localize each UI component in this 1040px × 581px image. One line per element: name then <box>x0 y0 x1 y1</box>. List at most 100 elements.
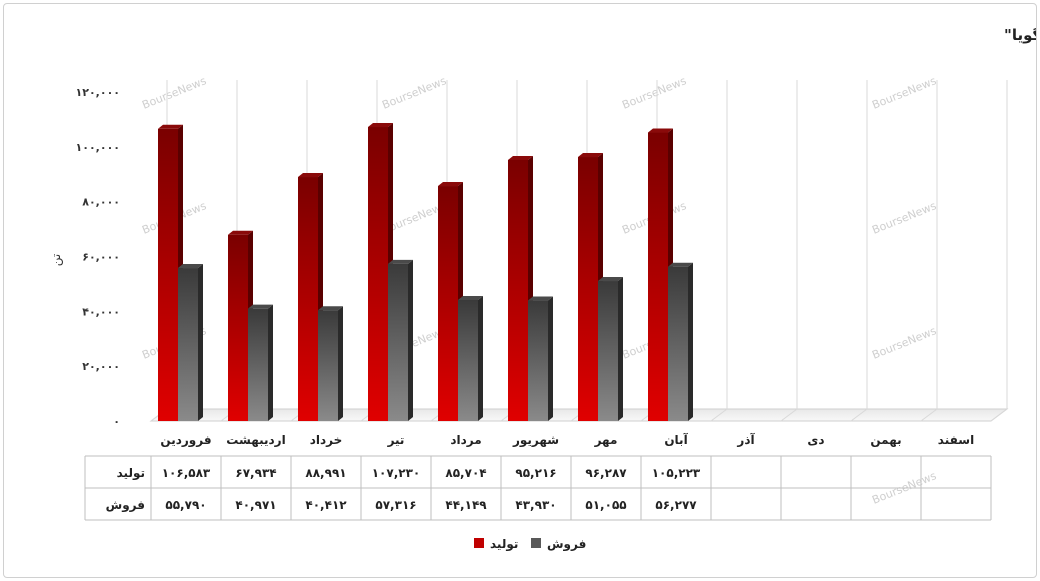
bar-sales-side <box>478 295 483 421</box>
chart-bars <box>158 123 693 422</box>
y-tick-label: ۶۰,۰۰۰ <box>82 251 120 264</box>
bar-production-top <box>438 182 463 187</box>
y-tick-label: ۱۲۰,۰۰۰ <box>76 86 120 99</box>
legend-label-sales: فروش <box>547 537 586 552</box>
table-cell-value: ۱۰۵,۲۲۳ <box>652 466 701 480</box>
data-table: تولید ۱۰۶,۵۸۳ ۶۷,۹۳۴ ۸۸,۹۹۱ ۱۰۷,۲۳۰ ۸۵,۷۰۴ ۹۵,… <box>84 455 992 521</box>
y-tick-label: ۲۰,۰۰۰ <box>82 360 120 373</box>
bar-production-front <box>228 234 248 421</box>
bar-production-top <box>578 153 603 158</box>
bar-sales-side <box>268 304 273 421</box>
y-axis-ticks: ۰ ۲۰,۰۰۰ ۴۰,۰۰۰ ۶۰,۰۰۰ ۸۰,۰۰۰ ۱۰۰,۰۰۰ ۱۲۰,۰۰۰ <box>76 86 120 428</box>
bar-sales <box>668 262 693 421</box>
bar-production-top <box>298 173 323 178</box>
bar-sales-side <box>548 296 553 421</box>
grid-line-diag <box>850 408 868 422</box>
bar-production-top <box>648 128 673 133</box>
bar-production-front <box>648 132 668 421</box>
bar-chart: روند مقدار تولید و فروش محصولات "شگویا" … <box>49 26 1040 552</box>
category-label: دی <box>807 433 824 447</box>
bar-sales <box>318 306 343 421</box>
y-tick-label: ۴۰,۰۰۰ <box>82 305 120 318</box>
bar-sales-top <box>458 295 483 300</box>
bar-sales-front <box>248 308 268 421</box>
bar-sales-side <box>338 306 343 421</box>
bar-sales-front <box>178 268 198 421</box>
bar-production-front <box>508 159 528 421</box>
category-label: تیر <box>387 433 405 447</box>
bar-sales-top <box>388 259 413 264</box>
bar-sales <box>248 304 273 421</box>
bar-sales-front <box>668 266 688 421</box>
grid-line-diag <box>990 408 1008 422</box>
table-cell-value: ۵۱,۰۵۵ <box>585 498 626 512</box>
table-cell-value: ۵۶,۲۷۷ <box>655 498 697 512</box>
category-label: مهر <box>594 433 618 447</box>
bar-sales-top <box>318 306 343 311</box>
bar-sales-top <box>528 296 553 301</box>
legend-label-production: تولید <box>490 537 518 552</box>
legend-swatch-production <box>474 538 484 548</box>
table-cell-value: ۸۵,۷۰۴ <box>445 466 486 480</box>
category-label: آبان <box>664 432 688 447</box>
table-cell-value: ۱۰۷,۲۳۰ <box>372 466 421 480</box>
bar-production-top <box>158 124 183 129</box>
bar-production-top <box>368 123 393 128</box>
chart-legend: تولید فروش <box>474 537 586 552</box>
bar-sales-side <box>618 277 623 421</box>
table-cell-value: ۸۸,۹۹۱ <box>305 466 346 480</box>
category-label: اردیبهشت <box>226 433 285 447</box>
bar-sales <box>388 259 413 421</box>
watermark-text: BourseNews <box>140 74 208 112</box>
grid-line-diag <box>920 408 938 422</box>
bar-sales <box>178 264 203 421</box>
table-row-header: تولید <box>117 466 145 481</box>
bar-sales-top <box>248 304 273 309</box>
bar-sales-front <box>318 310 338 421</box>
table-cell-value: ۴۰,۹۷۱ <box>235 498 276 512</box>
grid-line-diag <box>780 408 798 422</box>
table-cell-value: ۵۷,۳۱۶ <box>375 498 416 512</box>
table-row-header: فروش <box>106 498 145 513</box>
bar-sales-top <box>178 264 203 269</box>
watermark-text: BourseNews <box>870 74 938 112</box>
y-axis-label: تن <box>49 254 64 266</box>
y-tick-label: ۸۰,۰۰۰ <box>82 196 120 209</box>
bar-production-front <box>298 177 318 421</box>
x-axis-categories: فروردین اردیبهشت خرداد تیر مرداد شهریور مهر آبا… <box>160 432 974 448</box>
bar-production-top <box>228 230 253 235</box>
category-label: فروردین <box>160 433 211 448</box>
bar-sales <box>598 277 623 421</box>
bar-sales-front <box>598 281 618 421</box>
table-cell-value: ۹۵,۲۱۶ <box>515 466 556 480</box>
bar-sales-top <box>598 277 623 282</box>
table-cell-value: ۴۰,۴۱۲ <box>305 498 347 512</box>
bar-production-front <box>368 127 388 422</box>
category-label: مرداد <box>450 433 481 447</box>
bar-sales-side <box>198 264 203 421</box>
bar-sales <box>528 296 553 421</box>
table-cell-value: ۱۰۶,۵۸۳ <box>162 466 211 480</box>
watermark-text: BourseNews <box>380 74 448 112</box>
grid-line-diag <box>710 408 728 422</box>
chart-frame: روند مقدار تولید و فروش محصولات "شگویا" … <box>3 3 1040 578</box>
legend-swatch-sales <box>531 538 541 548</box>
category-label: خرداد <box>310 433 343 447</box>
bar-production-top <box>508 155 533 160</box>
table-cell-value: ۶۷,۹۳۴ <box>235 466 276 480</box>
bar-sales-top <box>668 262 693 267</box>
watermark-text: BourseNews <box>620 74 688 112</box>
bar-sales <box>458 295 483 421</box>
category-label: شهریور <box>512 433 559 448</box>
y-tick-label: ۱۰۰,۰۰۰ <box>76 141 120 154</box>
category-label: اسفند <box>938 433 974 447</box>
table-cell-value: ۴۴,۱۴۹ <box>445 498 487 512</box>
watermark-text: BourseNews <box>870 199 938 237</box>
bar-sales-side <box>408 259 413 421</box>
table-cell-value: ۹۶,۲۸۷ <box>585 466 627 480</box>
table-cell-value: ۵۵,۷۹۰ <box>165 498 206 512</box>
bar-production-front <box>158 128 178 421</box>
bar-sales-front <box>528 300 548 421</box>
bar-production-front <box>578 157 598 422</box>
bar-sales-front <box>458 299 478 421</box>
